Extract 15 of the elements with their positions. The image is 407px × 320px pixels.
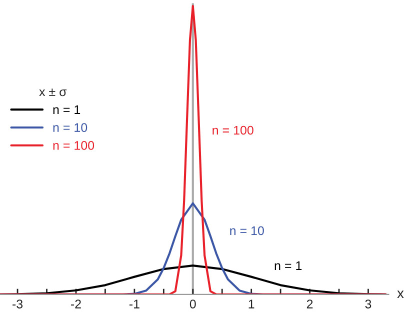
x-axis-title: x [397, 290, 404, 298]
x-tick-label: -2 [70, 300, 81, 308]
legend-title: x ± σ [39, 88, 67, 96]
x-tick-label: -1 [129, 300, 140, 308]
annotation: n = 100 [212, 126, 254, 135]
x-tick-label: 2 [306, 300, 313, 308]
legend-label: n = 100 [53, 141, 94, 150]
legend-label: n = 10 [53, 123, 88, 132]
legend-label: n = 1 [53, 105, 80, 114]
x-tick-label: -3 [12, 300, 23, 308]
annotation: n = 10 [230, 226, 264, 236]
annotation: n = 1 [274, 261, 302, 270]
x-tick-label: 1 [248, 300, 254, 308]
x-tick-label: 0 [190, 300, 196, 308]
x-tick-label: 3 [365, 300, 372, 308]
